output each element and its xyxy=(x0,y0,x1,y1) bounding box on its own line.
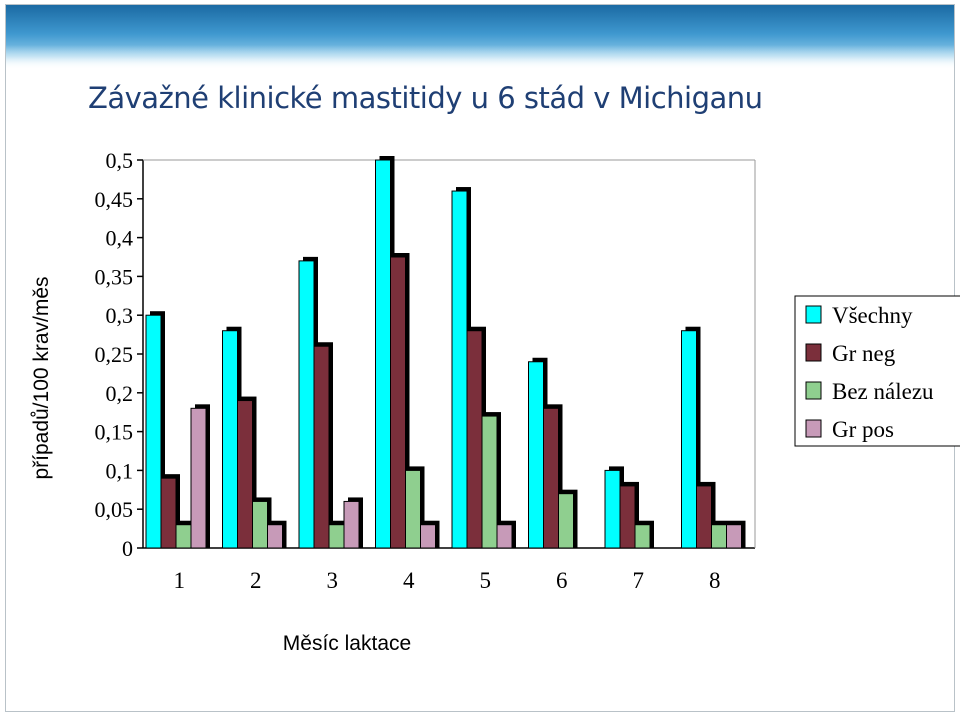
legend-label: Bez nálezu xyxy=(832,379,934,404)
bar-face xyxy=(451,190,468,549)
y-tick-label: 0,4 xyxy=(106,226,134,251)
bar-face xyxy=(252,500,268,549)
y-tick-label: 0,35 xyxy=(95,264,134,289)
bar xyxy=(481,412,501,549)
x-tick-label: 4 xyxy=(403,568,415,593)
bar xyxy=(313,342,333,549)
bar xyxy=(237,396,257,549)
legend-swatch xyxy=(805,381,822,400)
x-axis-label: Měsíc laktace xyxy=(283,632,411,655)
bar-face xyxy=(237,400,253,549)
x-ticks: 1 2 3 4 5 6 7 8 xyxy=(174,568,721,593)
bar-face xyxy=(343,500,360,549)
legend: Všechny Gr neg Bez nálezu Gr pos xyxy=(794,295,960,447)
legend-label: Gr pos xyxy=(832,417,894,442)
legend-swatch xyxy=(805,343,822,362)
bar xyxy=(726,520,746,549)
header-band xyxy=(6,5,954,69)
bar xyxy=(496,520,516,549)
x-tick-label: 2 xyxy=(250,568,262,593)
bar-face xyxy=(528,361,544,549)
bar-face xyxy=(145,314,162,549)
x-tick-label: 3 xyxy=(327,568,339,593)
bar xyxy=(267,520,287,549)
y-tick-label: 0,15 xyxy=(95,420,134,445)
bar xyxy=(145,311,165,549)
bar-face xyxy=(160,477,177,549)
bar-face xyxy=(267,524,283,549)
y-tick-label: 0 xyxy=(122,536,133,561)
bar-face xyxy=(405,469,421,549)
chart-title: Závažné klinické mastitidy u 6 stád v Mi… xyxy=(88,81,763,115)
bar-face xyxy=(619,485,636,549)
x-tick-label: 5 xyxy=(480,568,492,593)
y-axis-label: případů/100 krav/měs xyxy=(30,276,53,479)
bar-face xyxy=(190,407,207,549)
legend-label: Gr neg xyxy=(832,341,896,366)
bar-face xyxy=(375,159,391,549)
bar-face xyxy=(711,524,727,549)
bar-face xyxy=(390,256,406,549)
bar-face xyxy=(696,485,712,549)
legend-swatch xyxy=(805,419,822,438)
y-tick-label: 0,45 xyxy=(95,187,134,212)
bar-face xyxy=(681,330,697,549)
bar xyxy=(420,520,440,549)
bars xyxy=(145,156,746,549)
bar xyxy=(681,326,701,549)
y-tick-label: 0,5 xyxy=(106,148,134,173)
bar-face xyxy=(634,524,651,549)
bar-face xyxy=(222,330,238,549)
bar-face xyxy=(726,524,742,549)
bar-face xyxy=(543,407,559,549)
bar-face xyxy=(298,260,315,549)
bar-face xyxy=(604,469,621,549)
x-tick-label: 6 xyxy=(556,568,568,593)
bar-face xyxy=(328,524,345,549)
bar xyxy=(343,497,363,549)
x-tick-label: 7 xyxy=(633,568,645,593)
y-tick-label: 0,05 xyxy=(95,497,134,522)
bar-face xyxy=(496,524,513,549)
bar-face xyxy=(420,524,436,549)
y-tick-label: 0,3 xyxy=(106,303,134,328)
bar-face xyxy=(558,493,574,549)
bar-face xyxy=(175,524,192,549)
y-tick-label: 0,1 xyxy=(106,458,134,483)
y-ticks: 0 0,05 0,1 0,15 0,2 0,25 0,3 0,35 0,4 0,45 0,5 xyxy=(95,148,143,561)
bar xyxy=(634,520,654,549)
x-tick-label: 8 xyxy=(709,568,721,593)
y-tick-label: 0,25 xyxy=(95,342,134,367)
bar xyxy=(558,489,578,549)
bar xyxy=(619,481,639,549)
bar-face xyxy=(313,345,330,549)
legend-label: Všechny xyxy=(832,303,913,328)
legend-swatch xyxy=(805,305,822,324)
legend-box xyxy=(794,295,960,447)
bar xyxy=(190,404,210,549)
bar-face xyxy=(466,330,483,549)
bar-face xyxy=(481,415,498,549)
x-tick-label: 1 xyxy=(174,568,186,593)
y-tick-label: 0,2 xyxy=(106,381,134,406)
